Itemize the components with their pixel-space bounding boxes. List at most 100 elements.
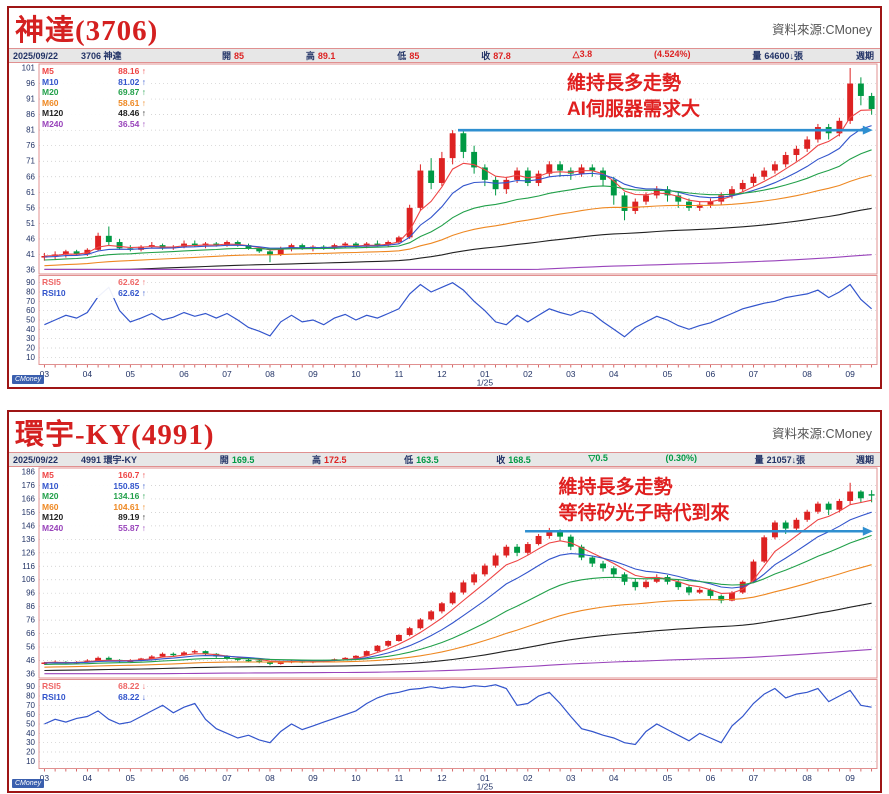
stat-item: 低 85 <box>397 51 420 61</box>
svg-text:09: 09 <box>308 773 318 783</box>
rsi-legend-row: RSI10 68.22 ↓ <box>42 691 146 702</box>
svg-text:50: 50 <box>26 720 35 729</box>
ma-legend-row: M60 104.61 ↑ <box>42 501 146 512</box>
svg-text:40: 40 <box>26 325 35 334</box>
stat-item: 收 87.8 <box>481 51 511 61</box>
svg-text:05: 05 <box>663 369 673 379</box>
trend-arrow-head <box>862 125 873 135</box>
svg-text:76: 76 <box>26 616 35 625</box>
ma-legend-row: M60 58.61 ↑ <box>42 97 146 108</box>
svg-text:20: 20 <box>26 344 35 353</box>
rsi-pane: 90 80 70 60 50 40 30 20 10 RSI5 62.62 ↑ RSI10 62.62… <box>9 275 880 365</box>
stat-item: (4.524%) <box>653 49 691 59</box>
ma-legend: M5 160.7 ↑ M10 150.85 ↑ M20 134.16 ↑ M60 104.61… <box>42 470 148 534</box>
rsi-legend-row: RSI10 62.62 ↑ <box>42 287 146 298</box>
svg-text:56: 56 <box>26 643 35 652</box>
info-stats: 開 85 高 89.1 低 85 收 87.8 △3.8 (4.524%) 量 64600↓張 <box>191 49 834 62</box>
svg-text:03: 03 <box>566 369 576 379</box>
svg-text:81: 81 <box>26 126 35 135</box>
svg-text:90: 90 <box>26 682 35 691</box>
info-stats: 開 169.5 高 172.5 低 163.5 收 168.5 ▽0.5 (0.30%) 量 2105… <box>191 453 834 466</box>
svg-text:04: 04 <box>83 773 93 783</box>
svg-text:03: 03 <box>566 773 576 783</box>
annotation-text: 維持長多走勢 AI伺服器需求大 <box>567 71 700 123</box>
price-chart: 101 96 91 86 81 76 71 66 61 56 51 46 41 36 M5 88.16 ↑ M… <box>9 63 880 275</box>
chart-panel-3706: 神達(3706) 資料來源:CMoney 2025/09/22 3706 神達 … <box>7 6 882 389</box>
rsi-line <box>44 282 872 338</box>
svg-text:1/25: 1/25 <box>477 782 494 792</box>
svg-text:80: 80 <box>26 692 35 701</box>
svg-text:06: 06 <box>706 369 716 379</box>
svg-text:11: 11 <box>394 369 403 379</box>
annotation-line: 等待矽光子時代到來 <box>558 503 730 524</box>
x-axis: 03 04 05 06 07 08 09 10 11 12 01 1/25 02 03 04 05 06 07 08… <box>9 365 880 387</box>
svg-text:50: 50 <box>26 316 35 325</box>
stat-item: 量 64600↓張 <box>752 51 803 61</box>
svg-text:66: 66 <box>26 629 35 638</box>
svg-text:126: 126 <box>22 548 36 557</box>
svg-text:70: 70 <box>26 701 35 710</box>
svg-text:07: 07 <box>222 773 232 783</box>
annotation-line: AI伺服器需求大 <box>566 99 700 120</box>
svg-text:46: 46 <box>26 656 35 665</box>
rsi-legend-row: RSI5 68.22 ↓ <box>42 681 146 691</box>
ma-legend-row: M240 36.54 ↑ <box>42 118 146 129</box>
info-date: 2025/09/22 <box>13 454 59 465</box>
svg-text:76: 76 <box>26 141 35 150</box>
x-axis: 03 04 05 06 07 08 09 10 11 12 01 1/25 02 03 04 05 06 07 08… <box>9 769 880 791</box>
ma-legend-row: M5 88.16 ↑ <box>42 66 146 76</box>
ma-legend: M5 88.16 ↑ M10 81.02 ↑ M20 69.87 ↑ M60 58.61 ↑ M… <box>42 66 148 130</box>
svg-text:60: 60 <box>26 710 35 719</box>
svg-text:05: 05 <box>126 773 136 783</box>
ma-legend-row: M20 134.16 ↑ <box>42 491 146 502</box>
svg-text:10: 10 <box>351 773 361 783</box>
stat-item: 開 85 <box>221 51 244 61</box>
svg-text:05: 05 <box>126 369 136 379</box>
svg-text:56: 56 <box>26 203 35 212</box>
stock-title: 環宇-KY(4991) <box>15 419 215 451</box>
annotation-line: 維持長多走勢 <box>566 73 681 94</box>
svg-text:1/25: 1/25 <box>477 378 494 388</box>
x-axis-svg: 03 04 05 06 07 08 09 10 11 12 011/25 02 03 04 05 06 07 08… <box>40 365 873 388</box>
price-pane-svg: 186 176 166 156 146 136 126 116 106 96 86 76 66 56 46 3… <box>22 467 878 679</box>
trend-arrow-head <box>862 526 873 536</box>
svg-text:186: 186 <box>22 468 36 477</box>
period-selector[interactable]: 週期 <box>855 455 874 465</box>
annotation-text: 維持長多走勢等待矽光子時代到來 <box>559 475 730 527</box>
annotation-line: 維持長多走勢 <box>558 477 673 498</box>
rsi-pane: 90 80 70 60 50 40 30 20 10 RSI5 68.22 ↓ RSI10 68.22… <box>9 679 880 769</box>
svg-text:08: 08 <box>802 773 812 783</box>
stat-item: 開 169.5 <box>219 455 255 465</box>
svg-text:71: 71 <box>26 157 35 166</box>
svg-text:04: 04 <box>609 773 619 783</box>
ma-legend-row: M120 89.19 ↑ <box>42 512 146 523</box>
svg-text:07: 07 <box>222 369 232 379</box>
price-chart: 186 176 166 156 146 136 126 116 106 96 86 76 66 56 46 3… <box>9 467 880 679</box>
cmoney-logo: CMoney <box>12 779 45 788</box>
data-source-label: 資料來源:CMoney <box>771 426 872 441</box>
info-bar: 2025/09/22 4991 環宇-KY 開 169.5 高 172.5 低 163.5… <box>9 452 880 467</box>
svg-text:04: 04 <box>609 369 619 379</box>
svg-text:30: 30 <box>26 738 35 747</box>
ma-legend-row: M10 81.02 ↑ <box>42 76 146 87</box>
svg-text:46: 46 <box>26 234 35 243</box>
stat-item: 收 168.5 <box>496 455 531 465</box>
svg-text:66: 66 <box>26 172 35 181</box>
svg-text:12: 12 <box>437 369 447 379</box>
svg-text:06: 06 <box>179 773 189 783</box>
svg-text:02: 02 <box>523 773 533 783</box>
svg-text:10: 10 <box>26 757 35 766</box>
stat-item: (0.30%) <box>665 453 697 463</box>
stat-item: 低 163.5 <box>404 455 439 465</box>
x-axis-svg: 03 04 05 06 07 08 09 10 11 12 011/25 02 03 04 05 06 07 08… <box>40 769 873 792</box>
period-selector[interactable]: 週期 <box>855 51 874 61</box>
svg-text:09: 09 <box>845 369 855 379</box>
stat-item: 高 172.5 <box>311 455 347 465</box>
svg-text:06: 06 <box>179 369 189 379</box>
chart-panel-4991: 環宇-KY(4991) 資料來源:CMoney 2025/09/22 4991 … <box>7 410 882 793</box>
info-stock-id: 4991 環宇-KY <box>81 455 138 465</box>
ma-legend-row: M20 69.87 ↑ <box>42 87 146 98</box>
stat-item: 高 89.1 <box>305 51 336 61</box>
